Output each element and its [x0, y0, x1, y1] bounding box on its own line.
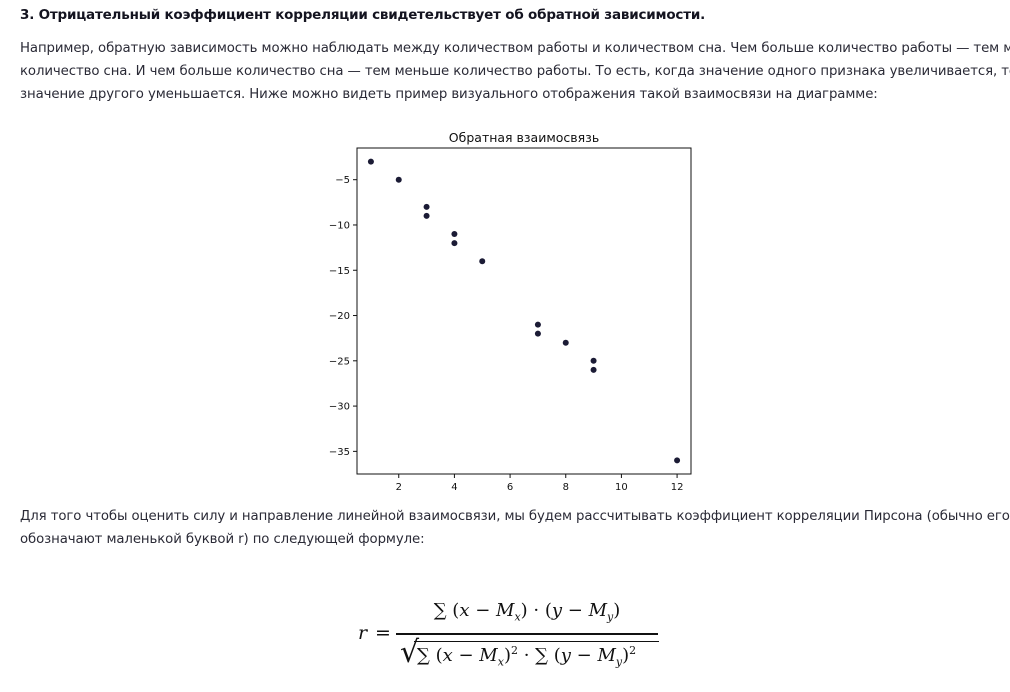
intro-paragraph: Например, обратную зависимость можно наб… — [20, 37, 1010, 106]
scatter-point — [590, 366, 597, 373]
x-tick-label: 2 — [396, 482, 402, 493]
formula-lhs: r — [358, 622, 368, 644]
scatter-point — [423, 212, 430, 219]
section-heading: 3. Отрицательный коэффициент корреляции … — [20, 7, 706, 23]
scatter-point — [562, 339, 569, 346]
data-points — [367, 158, 681, 464]
scatter-point — [479, 258, 486, 265]
sqrt-bar — [414, 641, 659, 643]
x-axis: 2 4 6 8 10 12 — [396, 474, 684, 493]
scatter-point — [423, 203, 430, 210]
scatter-point — [451, 231, 458, 238]
paragraph-line: значение другого уменьшается. Ниже можно… — [20, 87, 878, 102]
fraction-bar — [396, 633, 658, 635]
paragraph-line: Для того чтобы оценить силу и направлени… — [20, 509, 1010, 524]
y-tick-label: −35 — [329, 447, 350, 458]
scatter-point — [367, 158, 374, 165]
formula-equals: = — [375, 622, 391, 644]
x-tick-label: 10 — [615, 482, 628, 493]
scatter-point — [451, 240, 458, 247]
y-tick-label: −10 — [329, 220, 350, 231]
x-tick-label: 8 — [563, 482, 569, 493]
scatter-point — [674, 457, 681, 464]
sqrt-icon: √ — [400, 635, 420, 670]
pearson-formula: r = ∑ (x − Mx) · (y − My) √ ∑ (x − Mx)2 … — [350, 598, 670, 688]
x-tick-label: 12 — [671, 482, 684, 493]
y-tick-label: −25 — [329, 356, 350, 367]
paragraph-line: Например, обратную зависимость можно наб… — [20, 41, 1010, 56]
scatter-point — [590, 357, 597, 364]
scatter-point — [534, 330, 541, 337]
x-tick-label: 6 — [507, 482, 513, 493]
chart-title: Обратная взаимосвязь — [449, 130, 599, 145]
formula-numerator: ∑ (x − Mx) · (y − My) — [433, 600, 621, 624]
x-tick-label: 4 — [451, 482, 457, 493]
y-tick-label: −15 — [329, 266, 350, 277]
scatter-point — [395, 176, 402, 183]
formula-intro-paragraph: Для того чтобы оценить силу и направлени… — [20, 505, 1010, 551]
scatter-point — [534, 321, 541, 328]
y-tick-label: −30 — [329, 402, 350, 413]
paragraph-line: обозначают маленькой буквой r) по следую… — [20, 532, 425, 547]
paragraph-line: количество сна. И чем больше количество … — [20, 64, 1010, 79]
y-tick-label: −20 — [329, 311, 350, 322]
y-tick-label: −5 — [335, 175, 350, 186]
plot-frame — [356, 147, 692, 475]
y-axis: −5 −10 −15 −20 −25 −30 −35 — [329, 175, 357, 458]
